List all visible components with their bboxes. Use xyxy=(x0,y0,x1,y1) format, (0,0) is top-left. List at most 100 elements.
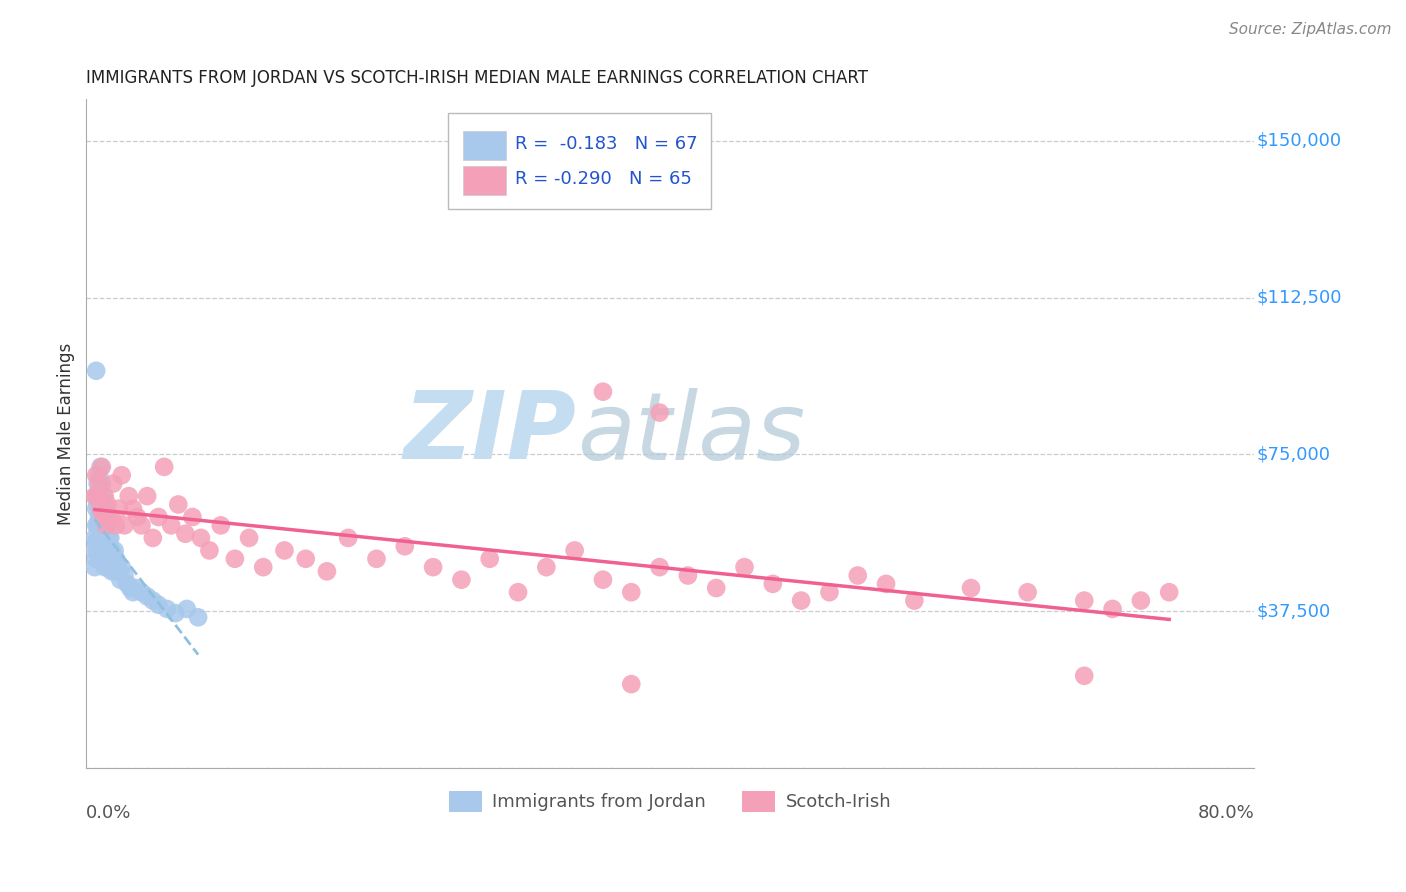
Point xyxy=(83,489,105,503)
Point xyxy=(84,468,107,483)
Point xyxy=(120,581,142,595)
Point xyxy=(118,489,141,503)
Point xyxy=(564,543,586,558)
Point xyxy=(83,531,105,545)
Point xyxy=(181,510,204,524)
Point xyxy=(506,585,529,599)
Point xyxy=(86,518,108,533)
Point xyxy=(337,531,360,545)
Text: 80.0%: 80.0% xyxy=(1198,805,1254,822)
Point xyxy=(93,489,115,503)
FancyBboxPatch shape xyxy=(464,130,506,160)
Point xyxy=(127,510,149,524)
Point xyxy=(90,518,112,533)
Text: ZIP: ZIP xyxy=(404,387,576,479)
Point xyxy=(117,577,139,591)
Point xyxy=(394,539,416,553)
Point xyxy=(89,459,111,474)
Point xyxy=(224,551,246,566)
Point xyxy=(84,501,107,516)
Point xyxy=(167,498,190,512)
Point xyxy=(131,585,153,599)
Point xyxy=(174,526,197,541)
Point xyxy=(142,593,165,607)
Point xyxy=(84,489,107,503)
Point xyxy=(108,565,131,579)
Legend: Immigrants from Jordan, Scotch-Irish: Immigrants from Jordan, Scotch-Irish xyxy=(441,783,898,819)
Point xyxy=(1159,585,1181,599)
Point xyxy=(87,468,110,483)
Point xyxy=(960,581,983,595)
Text: R =  -0.183   N = 67: R = -0.183 N = 67 xyxy=(515,135,697,153)
Point xyxy=(676,568,699,582)
Point xyxy=(89,481,111,495)
Point xyxy=(875,577,897,591)
Point xyxy=(153,459,176,474)
Point xyxy=(89,501,111,516)
Point xyxy=(84,551,107,566)
Point xyxy=(89,543,111,558)
Point xyxy=(107,560,129,574)
Point xyxy=(91,510,114,524)
Point xyxy=(366,551,388,566)
Point xyxy=(294,551,316,566)
Point xyxy=(86,489,108,503)
Point xyxy=(96,560,118,574)
Point xyxy=(96,518,118,533)
Point xyxy=(83,543,105,558)
Point xyxy=(592,384,614,399)
Text: $75,000: $75,000 xyxy=(1257,445,1330,463)
Point xyxy=(84,364,107,378)
FancyBboxPatch shape xyxy=(464,166,506,195)
Point xyxy=(86,543,108,558)
Point xyxy=(648,560,671,574)
Point xyxy=(103,551,125,566)
Point xyxy=(86,498,108,512)
Point xyxy=(93,539,115,553)
Point xyxy=(903,593,925,607)
Point xyxy=(105,551,128,566)
Point xyxy=(91,510,114,524)
Point xyxy=(104,543,127,558)
Point xyxy=(96,498,118,512)
Point xyxy=(91,551,114,566)
Point xyxy=(136,489,159,503)
Point xyxy=(422,560,444,574)
Point xyxy=(89,523,111,537)
Point xyxy=(93,560,115,574)
Point xyxy=(94,531,117,545)
Point xyxy=(86,476,108,491)
Point xyxy=(94,551,117,566)
Point xyxy=(84,518,107,533)
Point xyxy=(90,539,112,553)
Point xyxy=(252,560,274,574)
Point xyxy=(176,602,198,616)
Point xyxy=(148,510,170,524)
Point xyxy=(87,476,110,491)
Point xyxy=(704,581,727,595)
Point xyxy=(762,577,785,591)
Point xyxy=(93,518,115,533)
Point xyxy=(103,476,125,491)
Point xyxy=(87,531,110,545)
Point xyxy=(84,535,107,549)
Text: Source: ZipAtlas.com: Source: ZipAtlas.com xyxy=(1229,22,1392,37)
Point xyxy=(1073,593,1095,607)
Y-axis label: Median Male Earnings: Median Male Earnings xyxy=(58,343,75,524)
Point xyxy=(114,568,136,582)
Point xyxy=(273,543,295,558)
Text: atlas: atlas xyxy=(576,388,806,479)
Point xyxy=(104,565,127,579)
Point xyxy=(316,565,339,579)
Point xyxy=(198,543,221,558)
Point xyxy=(89,501,111,516)
Point xyxy=(450,573,472,587)
Point xyxy=(187,610,209,624)
Point xyxy=(111,560,134,574)
Point xyxy=(648,406,671,420)
Point xyxy=(238,531,260,545)
Point xyxy=(114,518,136,533)
Point xyxy=(98,531,121,545)
Point xyxy=(90,498,112,512)
Point xyxy=(122,501,145,516)
